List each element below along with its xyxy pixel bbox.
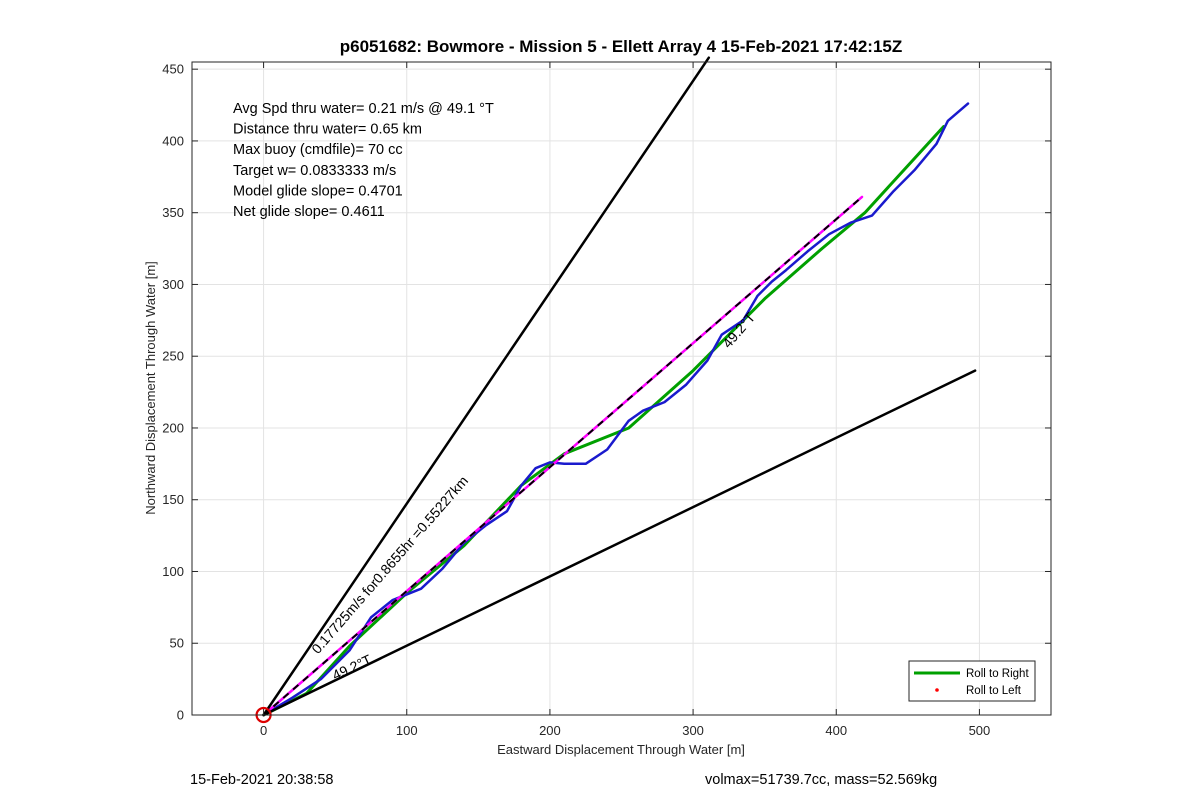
y-axis-label: Northward Displacement Through Water [m]: [143, 261, 158, 515]
y-tick-label: 250: [162, 349, 184, 364]
y-tick-label: 350: [162, 205, 184, 220]
stats-line: Net glide slope= 0.4611: [233, 204, 385, 220]
y-tick-label: 400: [162, 133, 184, 148]
chart-title: p6051682: Bowmore - Mission 5 - Ellett A…: [340, 37, 903, 56]
stats-line: Avg Spd thru water= 0.21 m/s @ 49.1 °T: [233, 101, 494, 117]
series-line-5: [262, 369, 977, 717]
footer-timestamp: 15-Feb-2021 20:38:58: [190, 772, 334, 788]
footer-volmax-mass: volmax=51739.7cc, mass=52.569kg: [705, 772, 938, 788]
series-line-3: [262, 196, 863, 716]
stats-text-box: Avg Spd thru water= 0.21 m/s @ 49.1 °T Di…: [233, 101, 494, 220]
stats-line: Distance thru water= 0.65 km: [233, 122, 422, 138]
series-line-1: [262, 102, 970, 717]
x-axis-label: Eastward Displacement Through Water [m]: [497, 742, 745, 757]
x-tick-label: 500: [969, 723, 991, 738]
y-tick-label: 100: [162, 564, 184, 579]
legend: Roll to Right Roll to Left: [908, 660, 1036, 702]
y-tick-label: 50: [170, 636, 184, 651]
y-tick-label: 200: [162, 420, 184, 435]
y-tick-label: 300: [162, 277, 184, 292]
series-layer: [262, 56, 977, 717]
series-line-4: [262, 56, 711, 717]
stats-line: Max buoy (cmdfile)= 70 cc: [233, 142, 403, 158]
y-tick-label: 150: [162, 492, 184, 507]
plot-frame: [191, 61, 1052, 716]
legend-label: Roll to Right: [966, 668, 1029, 680]
legend-box: [908, 660, 1036, 702]
legend-label: Roll to Left: [966, 685, 1022, 697]
stats-line: Target w= 0.0833333 m/s: [233, 163, 396, 179]
legend-swatch-dot: [935, 688, 939, 692]
x-tick-label: 100: [396, 723, 418, 738]
y-tick-label: 450: [162, 62, 184, 77]
x-tick-label: 0: [260, 723, 267, 738]
tick-layer: 0 100 200 300 400 500 0 50 100 150 200 250 300 350 400…: [162, 62, 1051, 738]
stats-line: Model glide slope= 0.4701: [233, 183, 403, 199]
plot-area: [192, 62, 1051, 715]
grid: [192, 62, 1051, 716]
x-tick-label: 200: [539, 723, 561, 738]
x-tick-label: 300: [682, 723, 704, 738]
y-tick-label: 0: [177, 708, 184, 723]
x-tick-label: 400: [825, 723, 847, 738]
